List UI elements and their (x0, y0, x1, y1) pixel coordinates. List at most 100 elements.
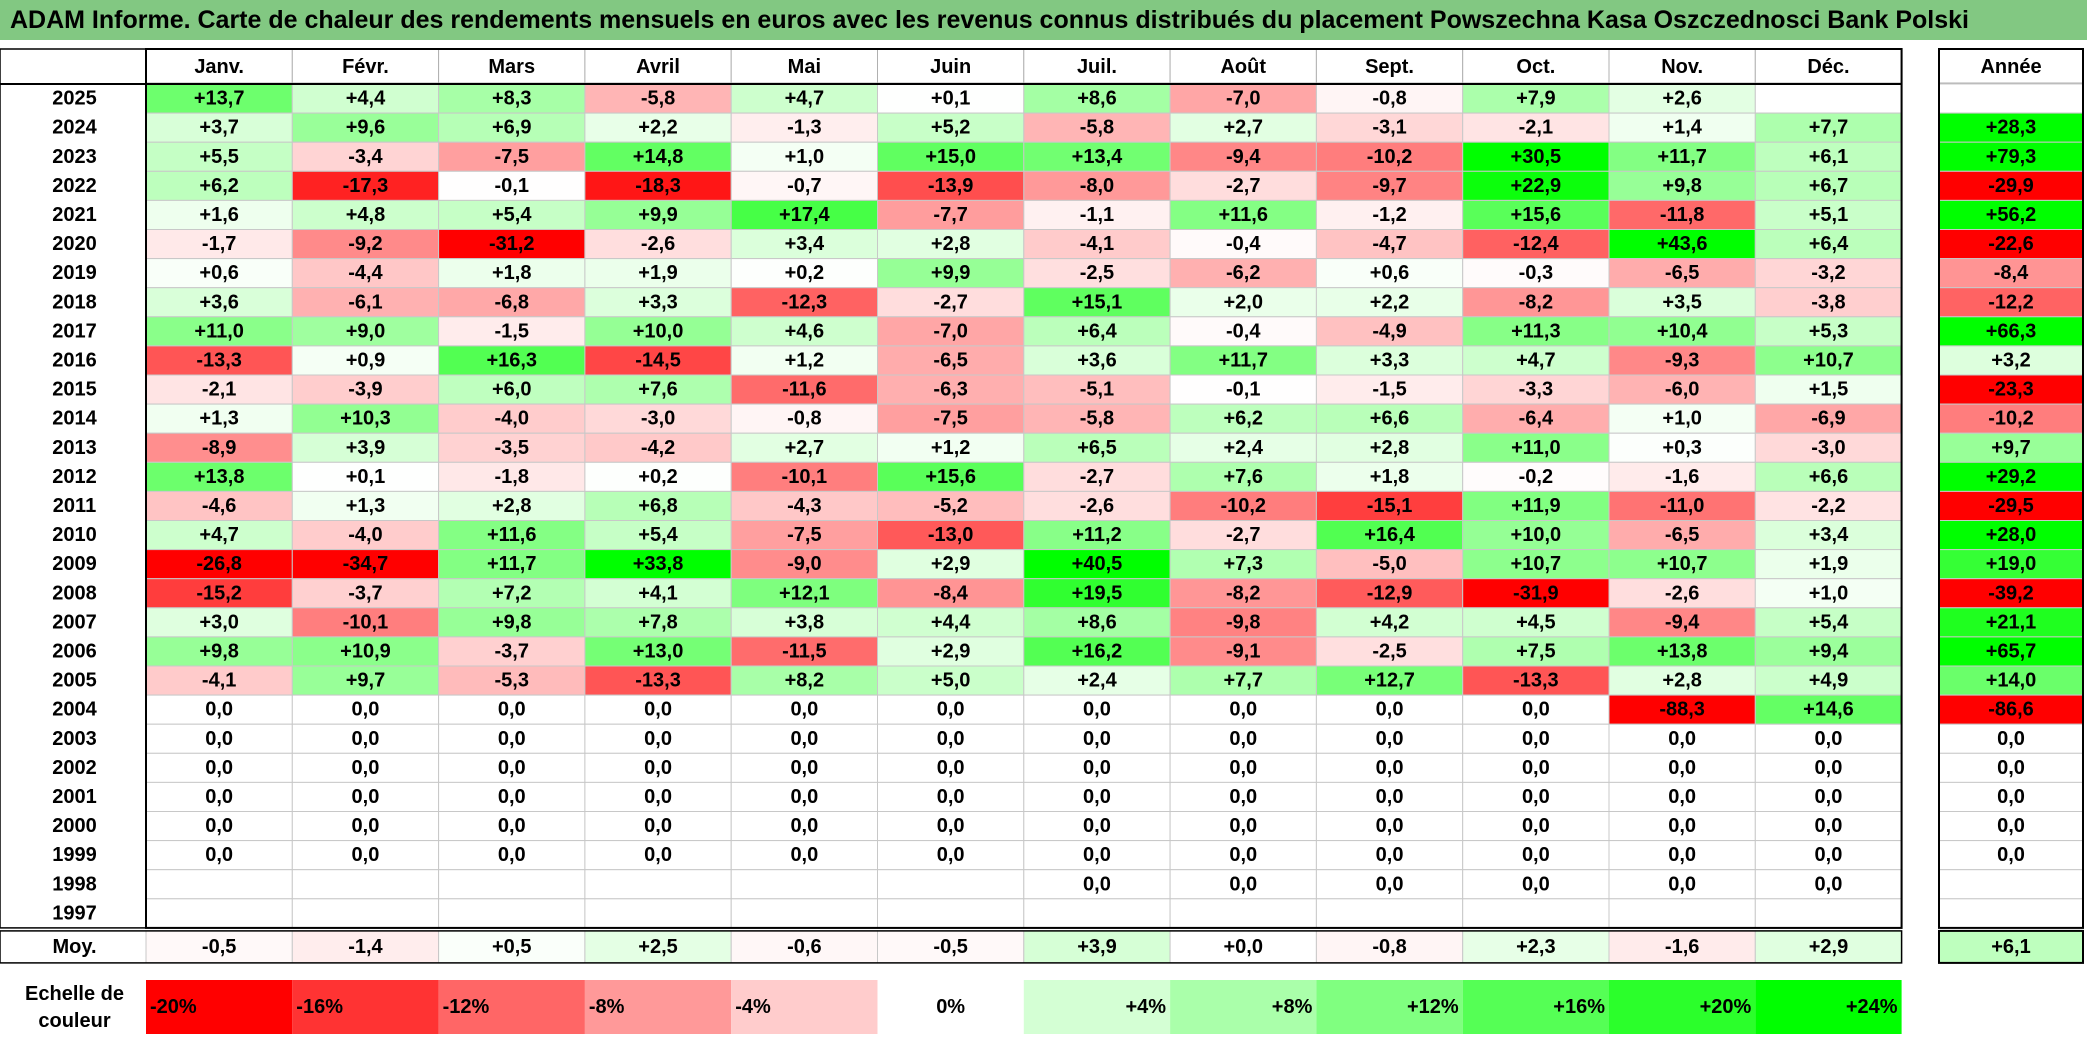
heatmap-cell (730, 869, 879, 900)
cell-value: +2,2 (638, 117, 677, 139)
header-cell (877, 48, 1025, 84)
annual-cell (1938, 374, 2084, 405)
year-label: 2019 (52, 262, 97, 284)
cell-value: -11,0 (1660, 495, 1704, 517)
heatmap-cell (1462, 258, 1610, 289)
cell-value: +4,5 (1516, 611, 1555, 633)
cell-value: -88,3 (1659, 699, 1705, 721)
scale-label: +4% (1126, 996, 1167, 1018)
cell-value: +0,1 (346, 466, 385, 488)
cell-value: -9,4 (1226, 146, 1261, 168)
heatmap-cell (877, 374, 1025, 405)
cell-value: +4,1 (638, 582, 677, 604)
heatmap-cell (1462, 811, 1610, 842)
heatmap-cell (877, 112, 1025, 143)
cell-value: +6,2 (199, 175, 238, 197)
heatmap-cell (1169, 781, 1317, 813)
scale-title: Echelle de (25, 983, 124, 1005)
cell-value: -31,9 (1513, 582, 1559, 604)
heatmap-cell (1023, 898, 1171, 929)
annual-value: +28,0 (1986, 524, 2037, 546)
cell-value: +4,7 (785, 88, 824, 110)
month-header: Sept. (1365, 56, 1414, 78)
average-value: +3,9 (1077, 936, 1116, 958)
average-label: Moy. (52, 936, 96, 958)
heatmap-cell (1315, 811, 1464, 842)
heatmap-cell (1023, 636, 1171, 667)
heatmap-cell (145, 403, 293, 434)
cell-value: 0,0 (1668, 757, 1696, 779)
heatmap-cell (1169, 694, 1317, 725)
cell-value: 0,0 (1083, 757, 1111, 779)
cell-value: +2,4 (1224, 437, 1264, 459)
cell-value: -3,4 (348, 146, 383, 168)
cell-value: -2,2 (1811, 495, 1845, 517)
annual-cell (1938, 287, 2084, 318)
heatmap-cell (1608, 287, 1756, 318)
cell-value: -2,1 (202, 379, 236, 401)
heatmap-cell (1315, 316, 1464, 347)
scale-label: -4% (735, 996, 771, 1018)
cell-value: 0,0 (205, 786, 233, 808)
cell-value: 0,0 (352, 844, 380, 866)
heatmap-cell (145, 694, 293, 725)
cell-value: 0,0 (1668, 786, 1696, 808)
cell-value: -1,5 (495, 320, 529, 342)
heatmap-cell (877, 869, 1025, 900)
heatmap-cell (877, 898, 1025, 929)
month-header: Juil. (1077, 56, 1117, 78)
heatmap-cell (1169, 578, 1317, 609)
cell-value: +3,6 (1077, 349, 1116, 371)
average-value: -0,5 (933, 936, 967, 958)
cell-value: -9,1 (1226, 640, 1260, 662)
heatmap-cell (1608, 549, 1756, 580)
cell-value: 0,0 (1376, 786, 1404, 808)
cell-value: +0,6 (199, 262, 238, 284)
cell-value: +11,2 (1072, 524, 1122, 546)
annual-cell (1938, 432, 2084, 463)
heatmap-cell (584, 432, 732, 463)
cell-value: -1,2 (1372, 204, 1406, 226)
cell-value: 0,0 (498, 728, 526, 750)
annual-cell (1938, 403, 2084, 434)
heatmap-cell (877, 316, 1025, 347)
average-value: +0,0 (1224, 936, 1263, 958)
heatmap-cell (584, 752, 732, 783)
annual-value: 0,0 (1997, 728, 2025, 750)
cell-value: 0,0 (205, 815, 233, 837)
cell-value: -9,0 (787, 553, 821, 575)
cell-value: 0,0 (498, 699, 526, 721)
heatmap-cell (1462, 83, 1610, 114)
heatmap-cell (730, 752, 879, 783)
cell-value: +2,4 (1077, 670, 1117, 692)
cell-value: 0,0 (498, 844, 526, 866)
cell-value: +3,3 (638, 291, 677, 313)
cell-value: +14,8 (633, 146, 684, 168)
month-header: Oct. (1516, 56, 1555, 78)
heatmap-cell (1754, 461, 1903, 492)
heatmap-cell (438, 199, 586, 230)
cell-value: +11,0 (194, 320, 244, 342)
year-label: 1999 (52, 844, 97, 866)
annual-value: 0,0 (1997, 786, 2025, 808)
heatmap-cell (584, 374, 732, 405)
cell-value: 0,0 (1229, 786, 1257, 808)
year-label: 2017 (52, 320, 97, 342)
annual-average-value: +6,1 (1991, 936, 2030, 958)
heatmap-cell (291, 403, 440, 434)
scale-label: 0% (936, 996, 965, 1018)
cell-value: 0,0 (1522, 844, 1550, 866)
heatmap-cell (1462, 141, 1610, 172)
chart-title: ADAM Informe. Carte de chaleur des rende… (0, 0, 2087, 40)
cell-value: -1,8 (495, 466, 529, 488)
annual-value: +56,2 (1986, 204, 2037, 226)
heatmap-cell (1754, 141, 1903, 172)
heatmap-cell (1023, 461, 1171, 492)
cell-value: -10,2 (1220, 495, 1266, 517)
cell-value: +9,9 (931, 262, 970, 284)
cell-value: -3,7 (348, 582, 382, 604)
cell-value: +16,3 (486, 349, 537, 371)
cell-value: -6,0 (1665, 379, 1699, 401)
cell-value: -5,8 (1080, 117, 1114, 139)
average-value: -0,8 (1372, 936, 1406, 958)
